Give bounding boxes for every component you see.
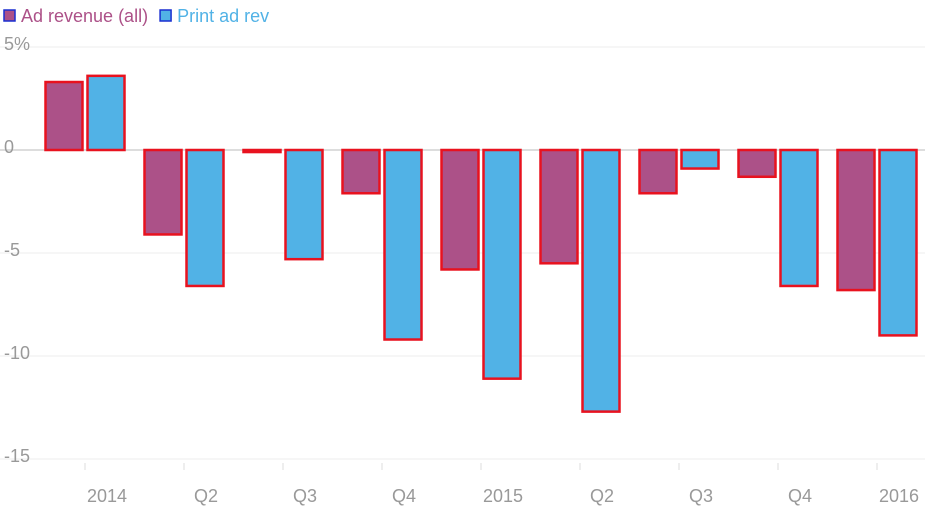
- legend-label[interactable]: Ad revenue (all): [21, 6, 148, 26]
- y-tick-label: -10: [4, 343, 30, 363]
- bar[interactable]: [680, 148, 720, 170]
- bar[interactable]: [779, 148, 819, 288]
- bar[interactable]: [878, 148, 918, 337]
- bar[interactable]: [242, 148, 282, 154]
- y-tick-label: 0: [4, 137, 14, 157]
- x-tick-label: Q2: [194, 486, 218, 506]
- bar[interactable]: [44, 80, 84, 152]
- bar[interactable]: [143, 148, 183, 236]
- x-tick-label: Q4: [392, 486, 416, 506]
- x-tick-label: Q3: [689, 486, 713, 506]
- x-tick-label: 2015: [483, 486, 523, 506]
- y-tick-label: -15: [4, 446, 30, 466]
- x-tick-label: 2016: [879, 486, 919, 506]
- bar[interactable]: [440, 148, 480, 271]
- x-tick-label: Q4: [788, 486, 812, 506]
- x-tick-label: Q3: [293, 486, 317, 506]
- x-tick-label: 2014: [87, 486, 127, 506]
- bar[interactable]: [341, 148, 381, 195]
- y-tick-label: 5%: [4, 34, 30, 54]
- bar[interactable]: [581, 148, 621, 413]
- legend-swatch: [159, 9, 172, 22]
- bar[interactable]: [383, 148, 423, 341]
- bar[interactable]: [86, 74, 126, 152]
- bar[interactable]: [284, 148, 324, 261]
- legend-swatch: [3, 9, 16, 22]
- legend-label[interactable]: Print ad rev: [177, 6, 269, 26]
- y-tick-label: -5: [4, 240, 20, 260]
- bar[interactable]: [836, 148, 876, 292]
- bar[interactable]: [737, 148, 777, 179]
- bar[interactable]: [185, 148, 225, 288]
- x-tick-label: Q2: [590, 486, 614, 506]
- bar[interactable]: [539, 148, 579, 265]
- bar[interactable]: [482, 148, 522, 380]
- bar[interactable]: [638, 148, 678, 195]
